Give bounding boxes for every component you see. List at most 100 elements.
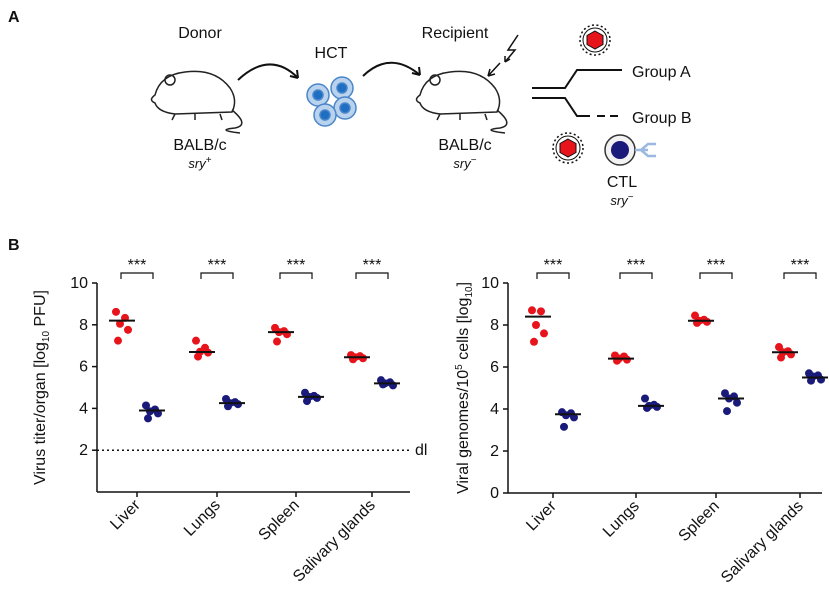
x-tick-label: Liver	[523, 497, 560, 534]
significance-bracket	[200, 272, 234, 279]
data-point	[379, 380, 387, 389]
data-point	[560, 422, 568, 431]
recipient-label: Recipient	[422, 25, 489, 42]
x-tick-label: Lungs	[181, 497, 224, 540]
data-point	[530, 337, 538, 346]
y-tick-label: 6	[79, 359, 88, 376]
group-label: Group A	[632, 64, 691, 81]
data-point	[194, 352, 202, 361]
hct-label: HCT	[315, 45, 348, 62]
y-tick-label: 4	[79, 400, 88, 417]
y-axis-label-part: cells [log	[455, 298, 472, 365]
data-point	[144, 414, 152, 423]
data-point	[537, 307, 545, 316]
cell-cluster	[306, 76, 357, 127]
y-tick-label: 8	[490, 317, 499, 334]
data-point	[112, 307, 120, 316]
genotype-label: sry−	[610, 192, 633, 208]
x-tick-label: Spleen	[676, 498, 723, 545]
data-point	[192, 336, 200, 345]
significance-label: ***	[363, 257, 382, 274]
data-point	[124, 325, 132, 334]
y-axis-label: Virus titer/organ [log10 PFU]	[32, 290, 52, 485]
significance-bracket	[699, 272, 733, 279]
y-tick-label: 10	[481, 275, 499, 292]
data-point	[807, 376, 815, 385]
reference-label: dl	[415, 442, 427, 459]
y-tick-label: 10	[70, 275, 88, 292]
significance-bracket	[355, 272, 389, 279]
mouse-icon	[415, 70, 508, 134]
x-tick-label: Spleen	[256, 497, 303, 544]
significance-label: ***	[791, 257, 810, 274]
y-axis-label-part: 5	[454, 364, 465, 370]
data-point	[570, 413, 578, 422]
group-label: Group B	[632, 110, 692, 127]
data-point	[142, 401, 150, 410]
x-tick-label: Liver	[107, 496, 144, 533]
data-point	[359, 354, 367, 363]
y-tick-label: 2	[490, 443, 499, 460]
group-lines	[532, 69, 622, 117]
data-point	[114, 336, 122, 345]
donor-label: Donor	[178, 25, 222, 42]
data-point	[540, 329, 548, 338]
virus-icon	[552, 132, 584, 164]
data-point	[528, 306, 536, 315]
data-point	[224, 402, 232, 411]
strain-label: BALB/c	[173, 137, 226, 154]
data-point	[303, 397, 311, 406]
y-tick-label: 2	[79, 442, 88, 459]
significance-label: ***	[208, 257, 227, 274]
data-point	[313, 393, 321, 402]
data-point	[234, 400, 242, 409]
significance-label: ***	[287, 257, 306, 274]
data-point	[532, 321, 540, 329]
significance-bracket	[120, 272, 154, 279]
y-axis-label-part: 10	[41, 331, 52, 343]
data-point	[733, 398, 741, 407]
virus-icon	[579, 24, 611, 56]
data-point	[653, 402, 661, 411]
y-axis-label: Viral genomes/105 cells [log10]	[454, 282, 475, 494]
y-axis-label-part: 10	[464, 286, 475, 298]
ctl-label: CTL	[607, 174, 637, 191]
data-point	[273, 337, 281, 346]
y-axis-label-part: Viral genomes/10	[455, 370, 472, 494]
y-axis-label-part: Virus titer/organ [log	[32, 342, 49, 485]
data-point	[641, 394, 649, 403]
arrow	[237, 61, 421, 81]
y-tick-label: 8	[79, 317, 88, 334]
x-tick-label: Salivary glands	[290, 497, 379, 586]
significance-label: ***	[707, 257, 726, 274]
significance-bracket	[619, 272, 653, 279]
data-point	[723, 407, 731, 416]
data-point	[562, 411, 570, 420]
irradiation-icon	[504, 34, 519, 63]
data-point	[623, 355, 631, 364]
data-point	[703, 317, 711, 326]
significance-bracket	[536, 272, 570, 279]
y-tick-label: 6	[490, 359, 499, 376]
significance-bracket	[783, 272, 817, 279]
significance-label: ***	[544, 257, 563, 274]
x-tick-label: Lungs	[600, 498, 643, 541]
genotype-label: sry−	[453, 155, 476, 171]
significance-label: ***	[128, 257, 147, 274]
mouse-icon	[150, 70, 243, 134]
strain-label: BALB/c	[438, 137, 491, 154]
genotype-label: sry+	[188, 155, 211, 171]
significance-label: ***	[627, 257, 646, 274]
data-point	[777, 353, 785, 362]
y-axis-label-part: ]	[455, 282, 472, 286]
y-axis-label-part: PFU]	[32, 290, 49, 331]
panel-label: A	[8, 9, 20, 26]
y-tick-label: 0	[490, 485, 499, 502]
x-tick-label: Salivary glands	[718, 498, 807, 587]
ctl-icon	[604, 134, 656, 166]
data-point	[116, 319, 124, 328]
panel-label: B	[8, 237, 20, 254]
arrow	[487, 62, 501, 77]
y-tick-label: 4	[490, 401, 499, 418]
